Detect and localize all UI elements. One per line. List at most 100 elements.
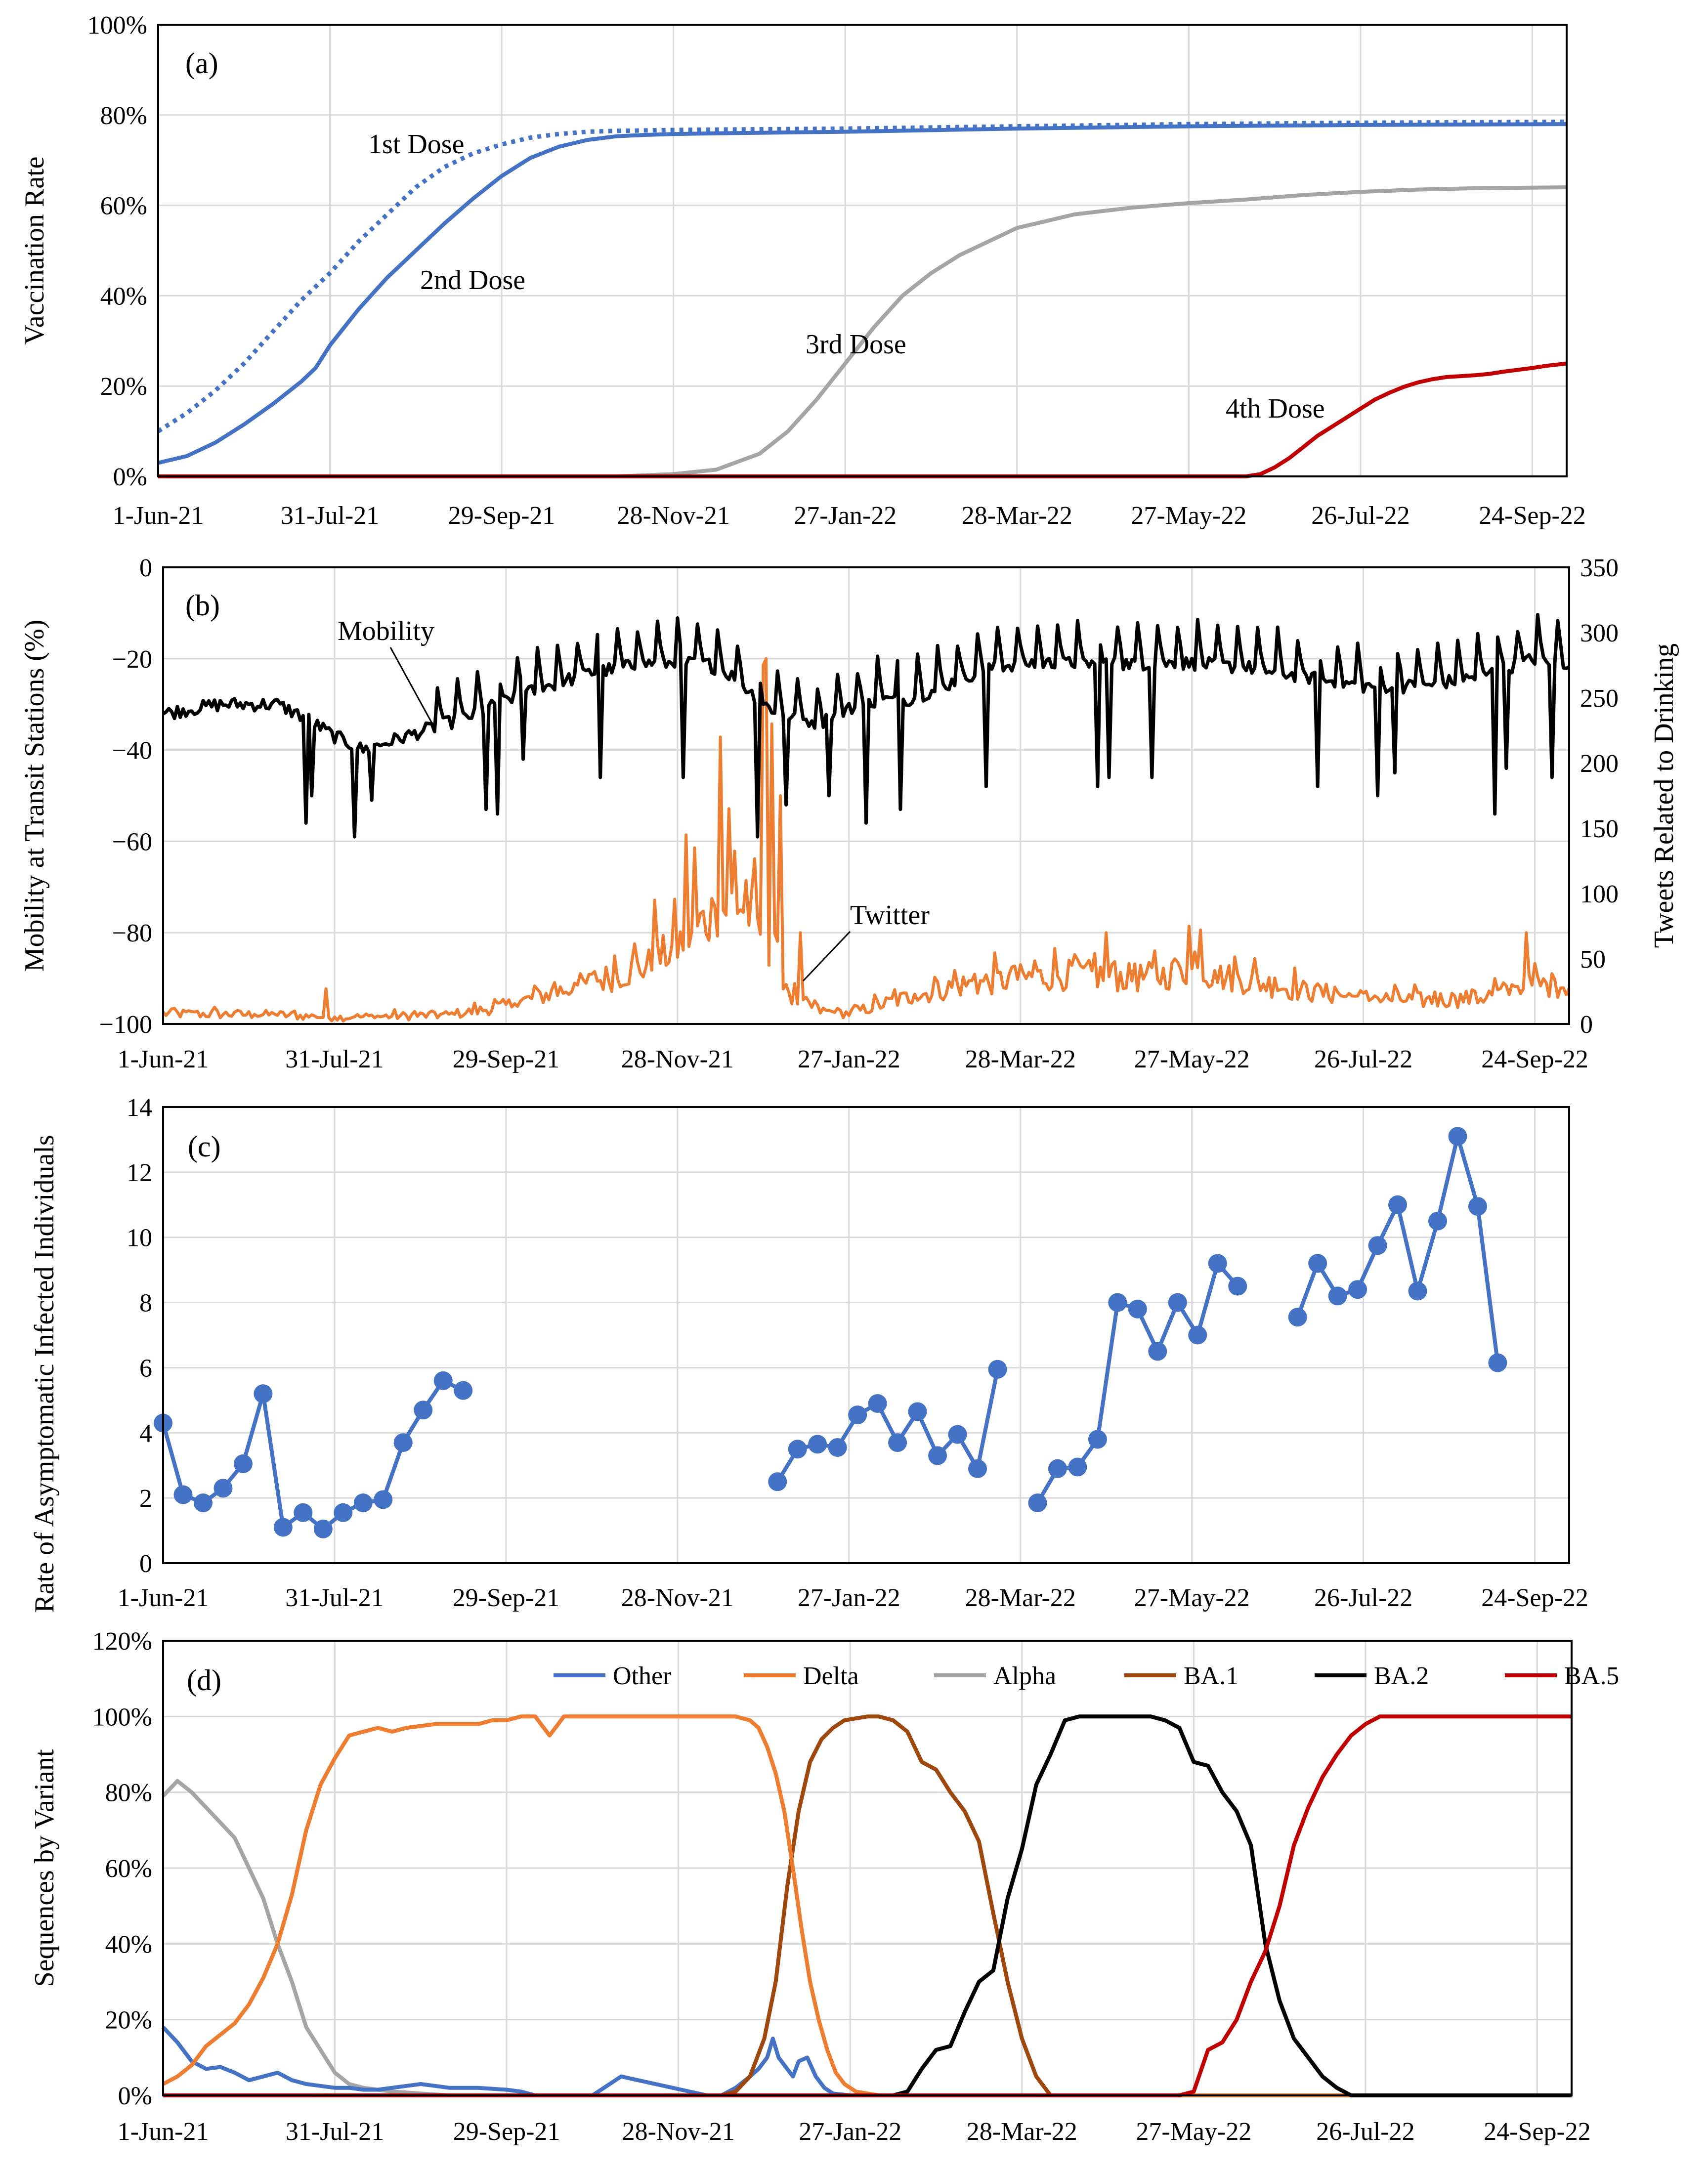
panel-d-label: (d): [187, 1664, 221, 1697]
y-tick-label: −60: [112, 828, 152, 856]
panel-a-label: (a): [185, 47, 218, 80]
y-tick-label: 0%: [118, 2082, 152, 2110]
series-4th-dose: [158, 361, 1567, 478]
y-tick-label: 6: [139, 1354, 152, 1382]
panel-d-plot-frame: [162, 1640, 1573, 2096]
y-tick-label: 10: [127, 1224, 152, 1252]
data-point: [1188, 1325, 1207, 1345]
panel-c-x-ticks: 1-Jun-21 31-Jul-21 29-Sep-21 28-Nov-21 27-Ja…: [118, 1584, 1588, 1612]
data-point: [868, 1394, 887, 1413]
data-point: [1128, 1299, 1147, 1319]
x-tick-label: 24-Sep-22: [1484, 2118, 1591, 2146]
y2-tick-label: 250: [1580, 684, 1619, 713]
x-tick-label: 27-Jan-22: [798, 1045, 900, 1073]
data-point: [1468, 1197, 1487, 1216]
data-point: [1208, 1254, 1227, 1273]
y-tick-label: 80%: [105, 1779, 152, 1807]
x-tick-label: 28-Mar-22: [967, 2118, 1077, 2146]
panel-b-mobility-twitter: −100−80−60−40−200 050100150200250300350 …: [19, 554, 1679, 1073]
y-tick-label: 0%: [113, 463, 147, 491]
panel-a-y-axis-title: Vaccination Rate: [19, 157, 50, 345]
data-point: [1028, 1493, 1047, 1513]
panel-b-y-axis-title: Mobility at Transit Stations (%): [19, 620, 50, 972]
y2-tick-label: 150: [1580, 815, 1619, 843]
x-tick-label: 29-Sep-21: [453, 1045, 560, 1073]
panel-a-y-ticks: 0% 20% 40% 60% 80% 100%: [87, 11, 147, 491]
x-tick-label: 1-Jun-21: [113, 502, 204, 530]
series-mobility: [162, 613, 1570, 839]
panel-a-vaccination: 0% 20% 40% 60% 80% 100% 1-Jun-21 31-Jul-21 29-S…: [19, 11, 1586, 530]
panel-a-series: [157, 120, 1567, 478]
y-tick-label: 20%: [100, 373, 147, 401]
panel-a-x-ticks: 1-Jun-21 31-Jul-21 29-Sep-21 28-Nov-21 27-Ja…: [113, 502, 1586, 530]
data-point: [808, 1435, 827, 1454]
data-point: [353, 1493, 373, 1513]
panel-b-x-ticks: 1-Jun-21 31-Jul-21 29-Sep-21 28-Nov-21 27-Ja…: [118, 1045, 1588, 1073]
data-point: [393, 1433, 413, 1452]
x-tick-label: 26-Jul-22: [1316, 2118, 1414, 2146]
panel-c-series: [154, 1127, 1507, 1538]
series-3rd-dose: [158, 185, 1567, 478]
data-point: [1068, 1457, 1087, 1477]
x-tick-label: 31-Jul-21: [285, 1045, 384, 1073]
series-ba2: [163, 1714, 1572, 2097]
legend-label-ba2: BA.2: [1374, 1662, 1429, 1690]
panel-c-plot-frame: [162, 1106, 1570, 1564]
x-tick-label: 1-Jun-21: [118, 2118, 209, 2146]
data-point: [1168, 1293, 1187, 1312]
y-tick-label: 0: [139, 1550, 152, 1578]
data-point: [1308, 1254, 1327, 1273]
data-point: [273, 1518, 293, 1537]
y-tick-label: 14: [127, 1094, 152, 1122]
data-point: [173, 1485, 193, 1504]
y2-tick-label: 200: [1580, 750, 1619, 778]
y-tick-label: 80%: [100, 102, 147, 130]
annotation-mobility-leader: [389, 647, 433, 724]
y-tick-label: 60%: [105, 1855, 152, 1883]
data-point: [433, 1371, 453, 1390]
data-point: [1348, 1280, 1367, 1299]
panel-c-y-ticks: 0 2 4 6 8 10 12 14: [127, 1094, 152, 1578]
data-point: [1388, 1195, 1408, 1214]
data-point: [1228, 1277, 1247, 1296]
x-tick-label: 1-Jun-21: [118, 1045, 209, 1073]
data-point: [414, 1401, 433, 1420]
data-point: [294, 1503, 313, 1522]
data-point: [988, 1360, 1007, 1379]
data-point: [928, 1446, 947, 1465]
y-tick-label: 20%: [105, 2006, 152, 2035]
data-point: [1428, 1211, 1448, 1231]
annotation-4th-dose: 4th Dose: [1226, 393, 1325, 424]
data-point: [233, 1454, 253, 1473]
data-point: [214, 1479, 233, 1498]
y-tick-label: −20: [112, 645, 152, 674]
data-point: [1048, 1459, 1067, 1478]
x-tick-label: 28-Nov-21: [621, 1584, 734, 1612]
y2-tick-label: 100: [1580, 880, 1619, 908]
x-tick-label: 26-Jul-22: [1314, 1045, 1412, 1073]
panel-c-y-axis-title: Rate of Asymptomatic Infected Individual…: [29, 1135, 60, 1613]
x-tick-label: 28-Mar-22: [962, 502, 1072, 530]
panel-b-plot-frame: [162, 566, 1570, 1025]
legend-label-ba1: BA.1: [1184, 1662, 1238, 1690]
data-point: [193, 1493, 213, 1513]
y-tick-label: −100: [99, 1011, 152, 1039]
panel-d-series: [162, 1714, 1572, 2097]
panel-c-grid: [163, 1107, 1569, 1563]
data-point: [313, 1519, 333, 1538]
data-point: [1108, 1293, 1127, 1312]
y-tick-label: 40%: [100, 282, 147, 310]
y-tick-label: 8: [139, 1289, 152, 1318]
panel-b-y2-axis-title: Tweets Related to Drinking: [1649, 643, 1679, 948]
x-tick-label: 1-Jun-21: [118, 1584, 209, 1612]
x-tick-label: 27-May-22: [1134, 1045, 1250, 1073]
y-tick-label: 2: [139, 1485, 152, 1513]
panel-d-variants: 0% 20% 40% 60% 80% 100% 120% 1-Jun-21 31-Jul-21…: [29, 1627, 1619, 2146]
data-point: [948, 1425, 967, 1444]
data-point: [888, 1433, 907, 1452]
x-tick-label: 28-Nov-21: [621, 1045, 734, 1073]
series-alpha: [162, 1779, 1572, 2097]
data-point: [848, 1405, 867, 1425]
data-point: [968, 1459, 987, 1478]
